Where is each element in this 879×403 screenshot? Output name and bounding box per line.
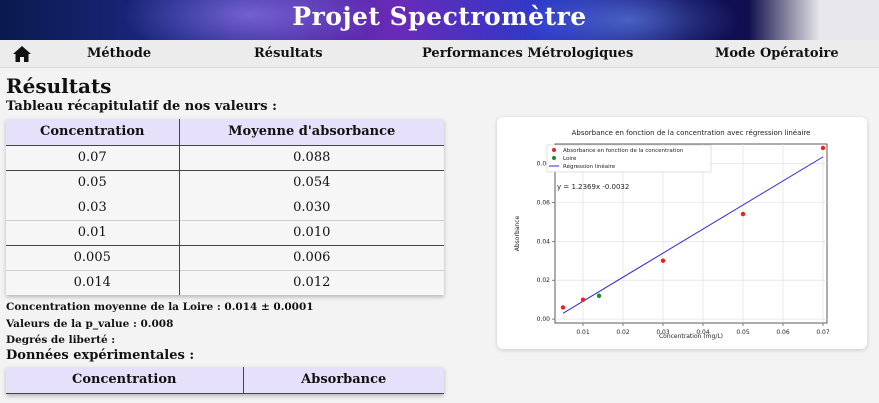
table-row: 0.05 0.054 bbox=[6, 169, 444, 195]
p-value-text: Valeurs de la p_value : 0.008 bbox=[6, 318, 174, 330]
y-tick-label: 0.00 bbox=[537, 316, 551, 323]
x-tick-label: 0.06 bbox=[776, 329, 790, 336]
data-point bbox=[740, 211, 746, 217]
chart-card: 0.01 0.02 0.03 0.04 0.05 0.06 0.07 0.00 0.02 0.04… bbox=[497, 117, 867, 349]
loire-point bbox=[596, 293, 602, 298]
nav-item-resultats[interactable]: Résultats bbox=[254, 46, 323, 61]
experimental-heading: Données expérimentales : bbox=[6, 348, 195, 363]
table-cell: 0.05 bbox=[6, 169, 180, 195]
header-banner: Projet Spectromètre bbox=[0, 0, 879, 40]
plot-area bbox=[554, 143, 828, 324]
table-cell: 0.03 bbox=[6, 195, 180, 220]
legend-label: Régression linéaire bbox=[563, 163, 616, 170]
data-point bbox=[820, 145, 826, 151]
y-axis-label: Absorbance bbox=[514, 215, 521, 251]
table-header-row: Concentration Absorbance bbox=[6, 367, 444, 394]
legend-box bbox=[546, 144, 712, 173]
x-tick-label: 0.02 bbox=[616, 329, 630, 336]
nav-item-mode-operatoire[interactable]: Mode Opératoire bbox=[715, 46, 839, 61]
column-header: Concentration bbox=[6, 367, 244, 394]
site-title: Projet Spectromètre bbox=[292, 2, 587, 31]
x-tick-label: 0.07 bbox=[816, 329, 830, 336]
legend-label: Loire bbox=[563, 156, 577, 162]
table-row: 0.01 0.010 bbox=[6, 219, 444, 245]
x-axis-label: Concentration (mg/L) bbox=[659, 333, 723, 340]
navigation-bar: Méthode Résultats Performances Métrologi… bbox=[0, 40, 879, 68]
table-cell: 0.005 bbox=[6, 244, 180, 270]
table-cell: 0.010 bbox=[179, 219, 444, 245]
nav-item-methode[interactable]: Méthode bbox=[87, 46, 152, 61]
table-cell: 0.006 bbox=[179, 244, 444, 270]
page-title: Résultats bbox=[6, 74, 112, 98]
column-header: Absorbance bbox=[243, 367, 444, 394]
legend-label: Absorbance en fonction de la concentrati… bbox=[563, 148, 684, 154]
experimental-table: Concentration Absorbance bbox=[6, 367, 444, 394]
table-cell: 0.014 bbox=[6, 269, 180, 295]
x-tick-label: 0.04 bbox=[696, 329, 710, 336]
legend-marker bbox=[552, 156, 556, 160]
y-tick-label: 0.02 bbox=[537, 277, 551, 284]
table-cell: 0.01 bbox=[6, 219, 180, 245]
column-header: Concentration bbox=[6, 119, 180, 146]
mean-concentration-text: Concentration moyenne de la Loire : 0.01… bbox=[6, 301, 314, 313]
regression-line bbox=[562, 156, 824, 314]
banner-decoration bbox=[520, 0, 740, 40]
table-cell: 0.07 bbox=[6, 145, 180, 170]
table-row: 0.03 0.030 bbox=[6, 195, 444, 220]
banner-decoration bbox=[749, 0, 879, 40]
absorbance-chart: 0.01 0.02 0.03 0.04 0.05 0.06 0.07 0.00 0.02 0.04… bbox=[514, 129, 830, 340]
summary-table: Concentration Moyenne d'absorbance 0.07 … bbox=[6, 119, 444, 295]
table-row: 0.005 0.006 bbox=[6, 244, 444, 270]
table-cell: 0.030 bbox=[293, 199, 331, 215]
y-tick-label: 0.04 bbox=[537, 238, 551, 245]
table-header-row: Concentration Moyenne d'absorbance bbox=[6, 119, 444, 146]
regression-equation: y = 1.2369x -0.0032 bbox=[557, 183, 629, 191]
legend-marker bbox=[552, 148, 556, 152]
table-cell: 0.054 bbox=[179, 169, 444, 195]
column-header: Moyenne d'absorbance bbox=[179, 119, 444, 146]
table-cell: 0.088 bbox=[293, 150, 331, 165]
nav-item-performances[interactable]: Performances Métrologiques bbox=[422, 46, 634, 61]
table-row: 0.014 0.012 bbox=[6, 269, 444, 295]
degrees-of-freedom-text: Degrés de liberté : bbox=[6, 334, 116, 346]
y-tick-label: 0.08 bbox=[537, 160, 551, 167]
table-row: 0.07 0.088 bbox=[6, 145, 444, 170]
data-point bbox=[560, 305, 566, 310]
home-icon[interactable] bbox=[12, 45, 32, 63]
table-cell: 0.012 bbox=[179, 269, 444, 295]
x-tick-label: 0.03 bbox=[656, 329, 670, 336]
banner-decoration bbox=[120, 0, 380, 40]
data-point bbox=[580, 297, 586, 302]
x-tick-label: 0.05 bbox=[736, 329, 750, 336]
chart-title: Absorbance en fonction de la concentrati… bbox=[572, 129, 811, 137]
y-tick-label: 0.06 bbox=[537, 199, 551, 206]
summary-heading: Tableau récapitulatif de nos valeurs : bbox=[6, 99, 277, 114]
x-tick-label: 0.01 bbox=[576, 329, 590, 336]
data-point bbox=[660, 258, 666, 263]
